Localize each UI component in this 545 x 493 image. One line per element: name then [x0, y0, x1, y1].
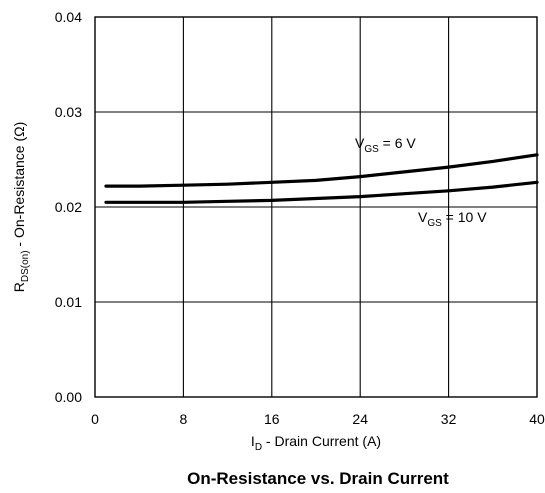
grid-lines	[95, 17, 537, 397]
series-line-1	[104, 180, 539, 204]
y-tick-label: 0.01	[55, 294, 82, 310]
y-tick-label: 0.03	[55, 104, 82, 120]
chart-title: On-Resistance vs. Drain Current	[187, 469, 449, 488]
y-axis-label: RDS(on) - On-Resistance (Ω)	[11, 122, 31, 293]
x-tick-label: 8	[180, 411, 188, 427]
x-tick-label: 40	[529, 411, 545, 427]
series-lines	[104, 153, 539, 204]
x-tick-label: 24	[352, 411, 368, 427]
x-tick-labels: 0 8 16 24 32 40	[91, 411, 545, 427]
x-tick-label: 16	[264, 411, 280, 427]
y-tick-label: 0.04	[55, 9, 82, 25]
x-tick-label: 0	[91, 411, 99, 427]
series-line-0	[104, 153, 539, 188]
series-label-vgs-10v: VGS = 10 V	[418, 209, 487, 229]
x-tick-label: 32	[441, 411, 457, 427]
x-axis-label: ID - Drain Current (A)	[251, 433, 381, 453]
plot-frame	[94, 16, 538, 398]
y-tick-labels: 0.00 0.01 0.02 0.03 0.04	[55, 9, 82, 405]
y-tick-label: 0.02	[55, 199, 82, 215]
y-tick-label: 0.00	[55, 389, 82, 405]
series-label-vgs-6v: VGS = 6 V	[355, 135, 416, 155]
